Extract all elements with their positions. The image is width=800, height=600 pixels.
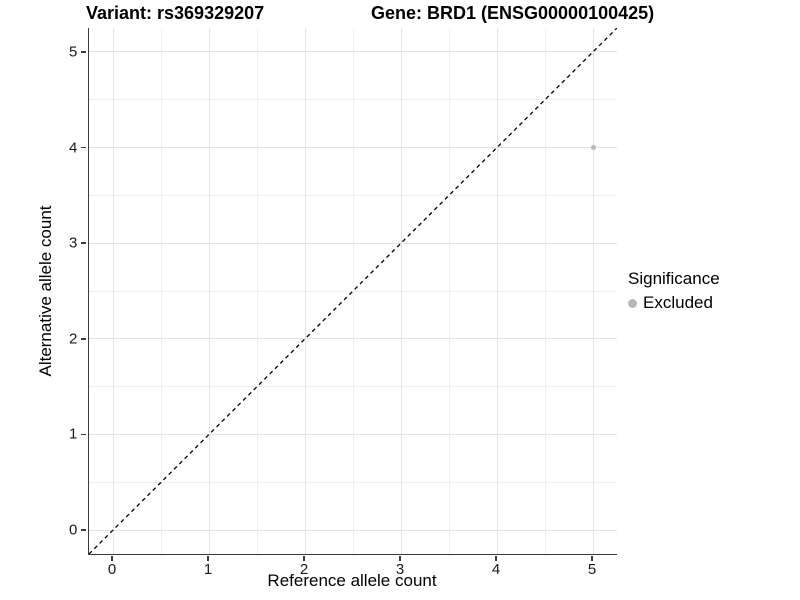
y-tick-label: 4 [69, 139, 78, 157]
plot-panel [88, 28, 617, 555]
y-major-gridline [89, 433, 617, 435]
y-major-gridline [89, 529, 617, 531]
x-tick-label: 2 [299, 561, 309, 578]
y-tick-label: 5 [69, 43, 78, 61]
y-tick-mark [81, 146, 87, 149]
y-axis-title: Alternative allele count [36, 205, 55, 377]
y-minor-gridline [89, 290, 617, 292]
x-major-gridline [400, 28, 402, 554]
x-major-gridline [592, 28, 594, 554]
x-major-gridline [304, 28, 306, 554]
x-major-gridline [208, 28, 210, 554]
y-tick-mark [81, 433, 87, 436]
x-tick-label: 4 [491, 561, 501, 578]
legend-title: Significance [628, 269, 720, 288]
identity-dashed-line [89, 28, 617, 554]
x-tick-label: 0 [107, 561, 117, 578]
x-tick-mark [111, 555, 113, 561]
x-major-gridline [496, 28, 498, 554]
y-tick-label: 0 [69, 521, 78, 539]
y-minor-gridline [89, 386, 617, 388]
x-tick-label: 3 [395, 561, 405, 578]
legend: Significance Excluded [628, 269, 720, 313]
y-tick-mark [81, 529, 87, 531]
y-tick-label: 3 [69, 234, 78, 252]
y-major-gridline [89, 338, 617, 340]
legend-item-excluded: Excluded [628, 293, 720, 313]
y-minor-gridline [89, 194, 617, 196]
y-minor-gridline [89, 481, 617, 483]
y-tick-mark [81, 338, 87, 340]
y-tick-label: 2 [69, 330, 78, 348]
x-tick-mark [495, 555, 497, 561]
y-minor-gridline [89, 99, 617, 101]
x-axis-title: Reference allele count [267, 571, 437, 590]
x-tick-mark [399, 555, 401, 561]
y-major-gridline [89, 51, 617, 53]
plot-title-variant: Variant: rs369329207 [86, 3, 265, 23]
x-major-gridline [112, 28, 114, 554]
plot-title-gene: Gene: BRD1 (ENSG00000100425) [371, 3, 655, 23]
y-tick-mark [81, 242, 87, 244]
y-major-gridline [89, 242, 617, 244]
excluded-point-icon [628, 298, 637, 308]
legend-item-label: Excluded [643, 293, 713, 312]
x-tick-label: 5 [587, 561, 597, 578]
y-tick-label: 1 [69, 425, 78, 443]
x-tick-label: 1 [203, 561, 213, 578]
y-major-gridline [89, 147, 617, 149]
x-tick-mark [303, 555, 305, 561]
data-point-excluded [590, 145, 596, 151]
y-tick-mark [81, 51, 87, 53]
x-tick-mark [591, 555, 593, 561]
x-tick-mark [207, 555, 209, 561]
